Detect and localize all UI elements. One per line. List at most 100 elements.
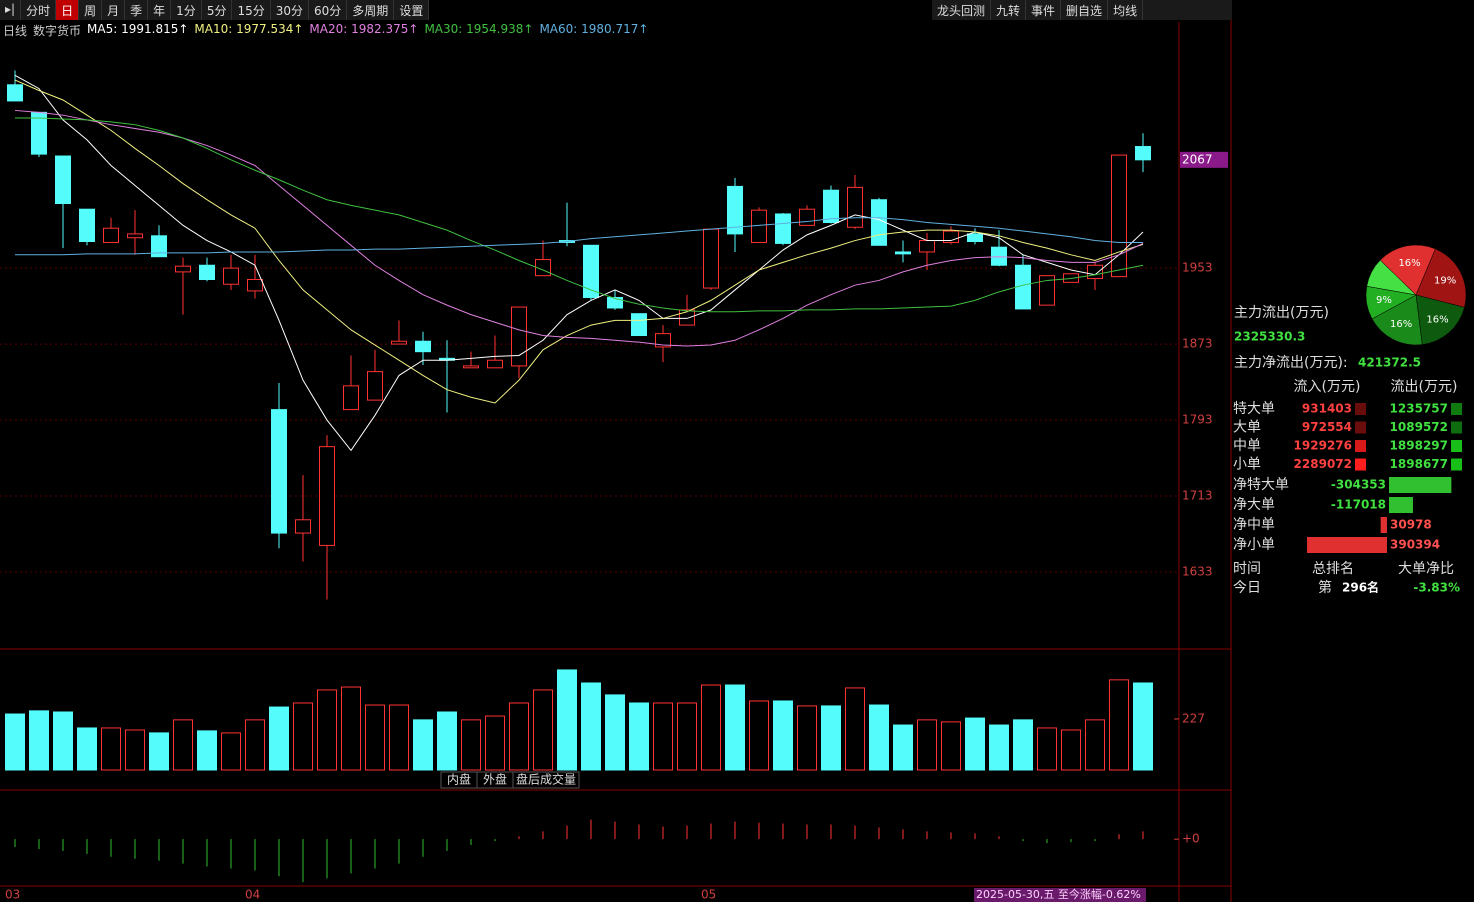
toolbar-item[interactable]: 周 (79, 0, 103, 20)
toolbar-item[interactable]: 15分 (232, 0, 271, 20)
candle-body (1135, 146, 1151, 161)
volume-bar (365, 704, 385, 771)
status: 2025-05-30,五 至今涨幅-0.62% (976, 887, 1141, 901)
outflow-box (1451, 421, 1462, 434)
pie-slice (1371, 294, 1423, 346)
x-tick-label: 04 (245, 888, 260, 902)
volume-bar (797, 705, 817, 771)
pie-label: 16% (1398, 258, 1420, 269)
volume-bar (749, 700, 769, 771)
volume-bar (149, 732, 169, 771)
net-value: 30978 (1390, 518, 1432, 532)
volume-bar (1037, 727, 1057, 771)
toolbar-item[interactable]: 设置 (394, 0, 430, 20)
volume-bar (437, 711, 457, 771)
tab[interactable] (512, 771, 580, 789)
y-tick-label: 1633 (1182, 565, 1213, 579)
volume-bar (509, 702, 529, 771)
toolbar-item[interactable]: 龙头回测 (932, 0, 992, 20)
ma-line (14, 109, 1144, 347)
candle-body (799, 208, 815, 226)
row-label: 净大单 (1233, 497, 1275, 513)
toolbar-item[interactable]: 事件 (1026, 0, 1062, 20)
tab-label: 内盘 (447, 772, 471, 787)
toolbar-item[interactable]: 5分 (202, 0, 233, 20)
toolbar-item[interactable]: 60分 (309, 0, 348, 20)
candle-body (343, 385, 359, 411)
menu-icon[interactable]: ▸| (0, 0, 22, 20)
volume-bar (893, 724, 913, 771)
candle-body (919, 240, 935, 253)
toolbar-item[interactable]: 月 (102, 0, 126, 20)
tab-label: 外盘 (483, 772, 507, 787)
toolbar-item[interactable]: 30分 (271, 0, 310, 20)
candle-body (775, 213, 791, 244)
row-label: 小单 (1233, 457, 1261, 473)
legend-item: MA20: 1982.375↑ (309, 22, 419, 36)
candle-body (295, 519, 311, 534)
candle-body (391, 340, 407, 345)
row-label: 中单 (1233, 438, 1261, 454)
volume-bar (101, 727, 121, 771)
volume-bar (581, 682, 601, 771)
candle-body (967, 233, 983, 243)
outflow: 1089572 (1390, 420, 1448, 434)
volume-bar (461, 719, 481, 771)
volume-bar (845, 687, 865, 771)
candle-body (199, 264, 215, 280)
net-value: -304353 (1331, 478, 1386, 492)
net-value: -117018 (1331, 498, 1386, 512)
volume-bar (1109, 679, 1129, 771)
toolbar-item[interactable]: 季 (125, 0, 149, 20)
rank: 296名 (1342, 580, 1379, 595)
ratio: -3.83% (1413, 581, 1460, 595)
row-label: 净中单 (1233, 517, 1275, 533)
price-marker-bg (1180, 151, 1228, 168)
pie-slice (1415, 248, 1467, 308)
volume-bar (173, 719, 193, 771)
inflow: 931403 (1302, 402, 1352, 416)
toolbar-item[interactable]: 九转 (991, 0, 1027, 20)
pie-label: 9% (1376, 295, 1392, 306)
table-header: 时间 (1233, 561, 1261, 577)
toolbar-item[interactable]: 删自选 (1061, 0, 1109, 20)
inflow-box (1355, 421, 1366, 434)
candle-body (271, 409, 287, 534)
rank-prefix: 第 (1318, 579, 1332, 596)
toolbar-item[interactable]: 年 (148, 0, 172, 20)
volume-bar (533, 689, 553, 771)
candle-body (223, 267, 239, 285)
candle-body (943, 230, 959, 243)
candle-body (1039, 275, 1055, 306)
outflow-box (1451, 458, 1462, 471)
toolbar: ▸| 分时日周月季年 1分 5分 15分 30分 60分 多周期 设置 (0, 0, 430, 20)
inflow: 1929276 (1294, 439, 1352, 453)
pie-label: 16% (1426, 314, 1448, 325)
volume-bar (245, 719, 265, 771)
outflow: 1898297 (1390, 439, 1448, 453)
ma-line (14, 79, 1144, 404)
table-header: 总排名 (1312, 561, 1354, 577)
volume-bar (1061, 729, 1081, 771)
candle-body (511, 306, 527, 367)
candle-body (487, 359, 503, 369)
volume-bar (53, 711, 73, 771)
row-label: 净小单 (1233, 537, 1275, 553)
volume-bar (293, 702, 313, 771)
toolbar-item[interactable]: 分时 (21, 0, 57, 20)
volume-bar (29, 710, 49, 771)
candle-body (655, 333, 671, 348)
volume-bar (941, 721, 961, 771)
volume-bar (869, 704, 889, 771)
volume-bar (821, 705, 841, 771)
inflow-box (1355, 458, 1366, 471)
candle-body (631, 313, 647, 337)
tab-label: 盘后成交量 (516, 772, 576, 787)
toolbar-item[interactable]: 1分 (171, 0, 202, 20)
toolbar-item[interactable]: 均线 (1108, 0, 1144, 20)
volume-bar (653, 702, 673, 771)
pie-slice (1415, 294, 1465, 345)
pie-slice (1365, 286, 1417, 320)
toolbar-item[interactable]: 日 (56, 0, 80, 20)
toolbar-item[interactable]: 多周期 (347, 0, 395, 20)
